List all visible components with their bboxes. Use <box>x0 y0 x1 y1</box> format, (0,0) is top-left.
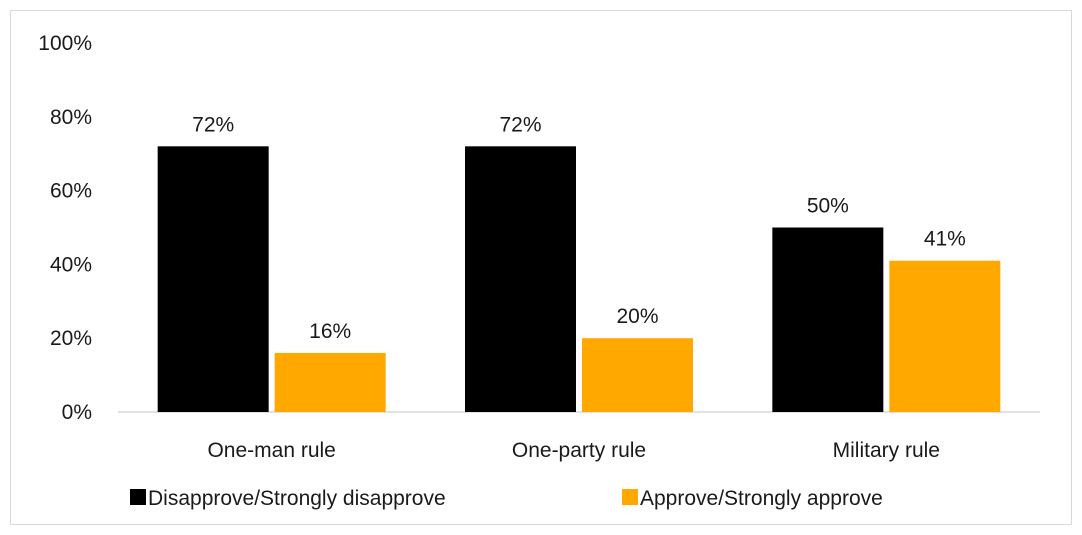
data-label: 41% <box>924 228 966 251</box>
legend-item: Approve/Strongly approve <box>622 487 883 510</box>
data-label: 72% <box>192 113 234 136</box>
data-labels: 72% 16% 72% 20% 50% 41% <box>192 113 966 343</box>
legend-swatch <box>130 489 146 505</box>
legend-label: Approve/Strongly approve <box>640 487 883 510</box>
legend-swatch <box>622 489 638 505</box>
data-label: 16% <box>309 320 351 343</box>
bar <box>582 338 693 412</box>
y-tick-label: 0% <box>62 401 92 424</box>
bar <box>772 227 884 412</box>
x-tick-label: One-party rule <box>512 439 646 462</box>
y-tick-label: 20% <box>50 327 92 350</box>
data-label: 20% <box>616 305 658 328</box>
bar <box>157 146 269 412</box>
bars <box>157 146 1001 412</box>
legend-label: Disapprove/Strongly disapprove <box>148 487 446 510</box>
y-tick-label: 40% <box>50 253 92 276</box>
legend-item: Disapprove/Strongly disapprove <box>130 487 446 510</box>
data-label: 72% <box>499 113 541 136</box>
y-tick-label: 60% <box>50 180 92 203</box>
y-axis: 0% 20% 40% 60% 80% 100% <box>38 32 92 424</box>
bar <box>274 352 386 412</box>
y-tick-label: 100% <box>38 32 92 55</box>
x-axis: One-man rule One-party rule Military rule <box>207 439 940 462</box>
x-tick-label: One-man rule <box>207 439 335 462</box>
bar <box>465 146 576 412</box>
legend: Disapprove/Strongly disapprove Approve/St… <box>130 487 883 510</box>
x-tick-label: Military rule <box>833 439 940 462</box>
y-tick-label: 80% <box>50 106 92 129</box>
bar <box>889 260 1001 412</box>
data-label: 50% <box>807 195 849 218</box>
